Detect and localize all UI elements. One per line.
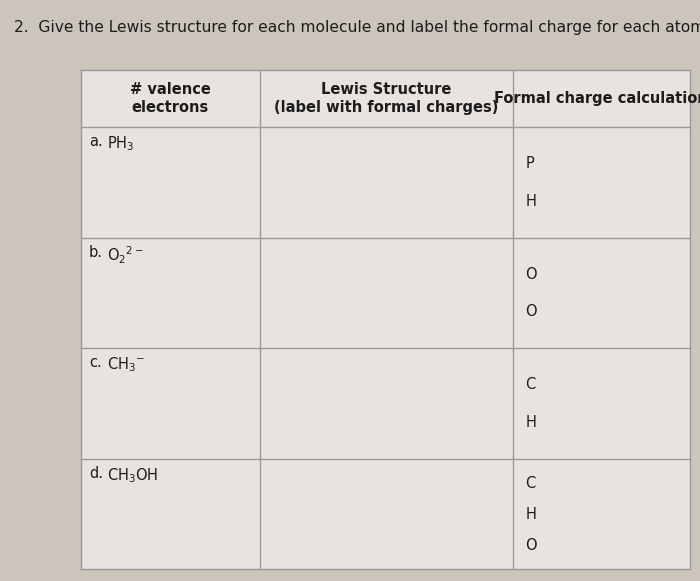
Text: Lewis Structure
(label with formal charges): Lewis Structure (label with formal charg… [274,83,498,114]
Text: O: O [526,267,537,282]
Text: H: H [526,507,536,522]
Text: O$_2$$^{2-}$: O$_2$$^{2-}$ [107,245,144,266]
Text: PH$_3$: PH$_3$ [107,134,134,153]
Text: H: H [526,415,536,430]
Text: c.: c. [89,355,102,370]
Bar [80,70,690,569]
Text: Formal charge calculation: Formal charge calculation [494,91,700,106]
Text: C: C [526,377,536,392]
Text: CH$_3$$^{-}$: CH$_3$$^{-}$ [107,355,145,374]
Text: C: C [526,476,536,490]
Text: CH$_3$OH: CH$_3$OH [107,466,158,485]
Text: O: O [526,304,537,320]
Text: H: H [526,193,536,209]
Text: d.: d. [89,466,103,481]
Text: O: O [526,537,537,553]
Text: a.: a. [89,134,103,149]
Text: 2.  Give the Lewis structure for each molecule and label the formal charge for e: 2. Give the Lewis structure for each mol… [14,20,700,35]
Text: b.: b. [89,245,103,260]
Text: P: P [526,156,534,171]
Text: # valence
electrons: # valence electrons [130,83,211,114]
